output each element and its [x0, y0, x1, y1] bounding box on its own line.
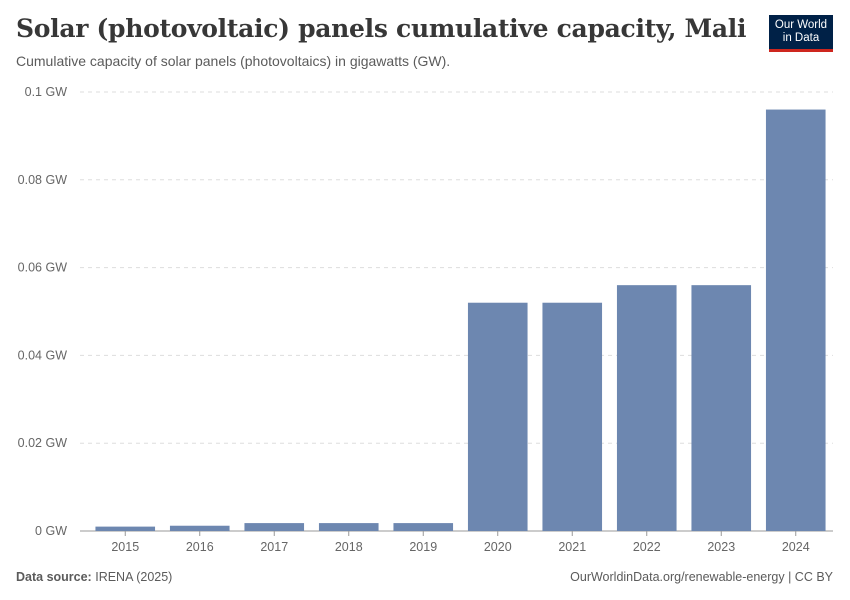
owid-logo[interactable]: Our World in Data — [769, 15, 833, 52]
chart-title: Solar (photovoltaic) panels cumulative c… — [16, 14, 747, 43]
data-source-value: IRENA (2025) — [95, 570, 173, 584]
x-tick-label: 2020 — [484, 540, 512, 554]
y-tick-label: 0.02 GW — [18, 436, 68, 450]
logo-line-2: in Data — [782, 32, 820, 44]
x-tick-label: 2019 — [409, 540, 437, 554]
x-tick-label: 2022 — [633, 540, 661, 554]
y-axis-ticks: 0 GW 0.02 GW 0.04 GW 0.06 GW 0.08 GW 0.1 GW — [18, 85, 68, 538]
x-tick-label: 2017 — [260, 540, 288, 554]
x-tick-label: 2015 — [111, 540, 139, 554]
bar-2016[interactable] — [169, 525, 230, 531]
y-tick-label: 0 GW — [35, 524, 67, 538]
bar-2021[interactable] — [542, 302, 603, 531]
logo-line-1: Our World — [774, 19, 828, 31]
bars — [95, 109, 826, 531]
y-tick-label: 0.06 GW — [18, 261, 68, 275]
attribution-link[interactable]: OurWorldinData.org/renewable-energy | CC… — [570, 570, 833, 584]
x-tick-label: 2016 — [186, 540, 214, 554]
x-axis-ticks: 2015 2016 2017 2018 2019 2020 2021 2022 2023 2024 — [111, 531, 810, 554]
x-tick-label: 2023 — [707, 540, 735, 554]
y-tick-label: 0.04 GW — [18, 348, 68, 362]
bar-2023[interactable] — [691, 285, 752, 531]
bar-2017[interactable] — [244, 523, 305, 531]
bar-2022[interactable] — [616, 285, 677, 531]
y-tick-label: 0.08 GW — [18, 173, 68, 187]
x-tick-label: 2024 — [782, 540, 810, 554]
x-tick-label: 2021 — [558, 540, 586, 554]
bar-2015[interactable] — [95, 526, 156, 531]
y-tick-label: 0.1 GW — [25, 85, 68, 99]
chart-subtitle: Cumulative capacity of solar panels (pho… — [16, 53, 451, 69]
x-tick-label: 2018 — [335, 540, 363, 554]
bar-2018[interactable] — [318, 523, 379, 531]
bar-2024[interactable] — [765, 109, 826, 531]
data-source-label: Data source: — [16, 570, 92, 584]
bar-2020[interactable] — [467, 302, 528, 531]
bar-2019[interactable] — [393, 523, 454, 531]
data-source: Data source: IRENA (2025) — [16, 570, 172, 584]
